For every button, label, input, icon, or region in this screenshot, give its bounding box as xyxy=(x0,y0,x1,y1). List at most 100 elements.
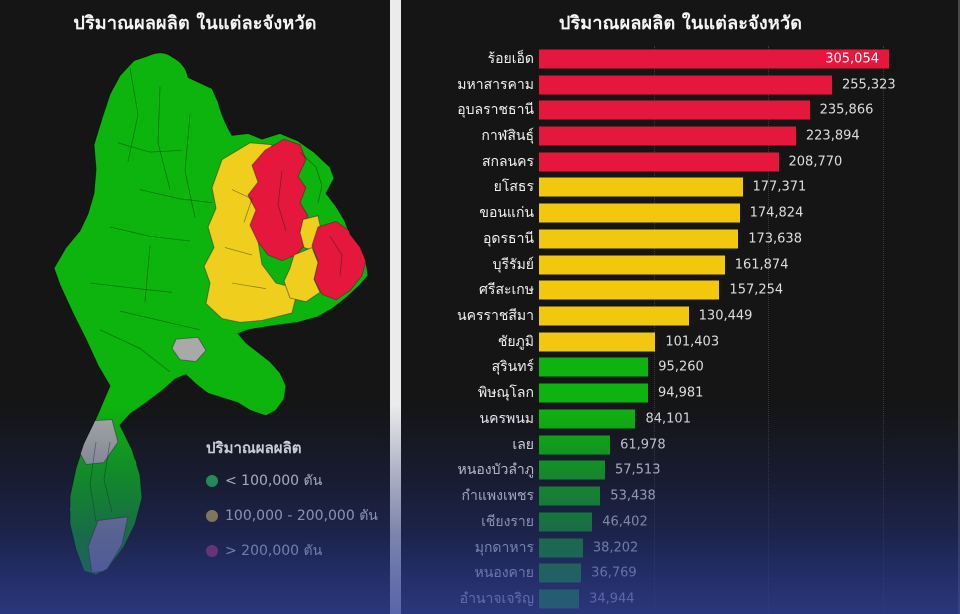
bar-row: เลย 61,978 xyxy=(401,432,960,458)
bar-value-label: 53,438 xyxy=(610,488,656,504)
bar-zone: 46,402 xyxy=(539,509,960,535)
bar-value-label: 130,449 xyxy=(698,308,753,324)
bar[interactable] xyxy=(539,563,582,583)
bar-category-label: ร้อยเอ็ด xyxy=(487,50,534,67)
bar-row: อุดรธานี 173,638 xyxy=(401,226,960,252)
legend-dot-yellow-icon xyxy=(206,510,218,522)
panel-divider xyxy=(390,0,401,614)
bar[interactable] xyxy=(539,306,689,326)
bar-value-label: 305,054 xyxy=(825,51,879,67)
bar-category-label: ศรีสะเกษ xyxy=(479,282,534,299)
bar-zone: 130,449 xyxy=(539,303,960,329)
legend-title: ปริมาณผลผลิต xyxy=(206,439,302,457)
bar-category-label: ชัยภูมิ xyxy=(497,333,534,350)
bar-zone: 255,323 xyxy=(539,72,960,98)
bar[interactable] xyxy=(539,512,593,532)
bar-value-label: 255,323 xyxy=(841,77,896,93)
province-bar-chart: ร้อยเอ็ด 305,054 มหาสารคาม 255,323 อุบลราชธา… xyxy=(401,46,960,612)
bar-chart-title: ปริมาณผลผลิต ในแต่ละจังหวัด xyxy=(558,13,803,34)
bar[interactable] xyxy=(539,435,611,455)
bar-value-label: 101,403 xyxy=(665,334,720,350)
bar-chart-panel: ปริมาณผลผลิต ในแต่ละจังหวัด ร้อยเอ็ด 305,… xyxy=(401,0,960,614)
bar-zone: 305,054 xyxy=(539,46,960,72)
bar[interactable] xyxy=(539,100,810,120)
bar-value-label: 57,513 xyxy=(614,462,661,478)
bar[interactable] xyxy=(539,255,725,275)
bar-value-label: 157,254 xyxy=(729,282,784,298)
bar-zone: 177,371 xyxy=(539,175,960,201)
bar-zone: 53,438 xyxy=(539,483,960,509)
bar-zone: 61,978 xyxy=(539,432,960,458)
bar-value-label: 46,402 xyxy=(602,514,648,530)
bar[interactable] xyxy=(539,589,580,609)
bar-zone: 173,638 xyxy=(539,226,960,252)
bar-row: หนองคาย 36,769 xyxy=(401,560,960,586)
bar[interactable] xyxy=(539,460,605,480)
bar-row: กาฬสินธุ์ 223,894 xyxy=(401,123,960,149)
bar-value-label: 177,371 xyxy=(752,179,807,195)
bar[interactable] xyxy=(539,332,656,352)
bar-category-label: บุรีรัมย์ xyxy=(492,256,534,273)
bar[interactable] xyxy=(539,152,779,172)
bar-category-label: เชียงราย xyxy=(481,513,534,530)
bar-value-label: 36,769 xyxy=(591,565,637,581)
bar-category-label: พิษณุโลก xyxy=(477,385,534,402)
bar-zone: 84,101 xyxy=(539,406,960,432)
bar-category-label: กำแพงเพชร xyxy=(461,488,534,505)
bar-category-label: หนองบัวลำภู xyxy=(457,462,534,479)
bar-category-label: มหาสารคาม xyxy=(457,76,534,93)
bar[interactable] xyxy=(539,229,739,249)
bar-value-label: 34,944 xyxy=(589,591,635,607)
bar[interactable] xyxy=(539,280,720,300)
map-region-high-east[interactable] xyxy=(311,220,367,301)
bar-zone: 174,824 xyxy=(539,200,960,226)
bar-value-label: 235,866 xyxy=(819,102,874,118)
bar-row: ขอนแก่น 174,824 xyxy=(401,200,960,226)
legend-dot-green-icon xyxy=(206,475,218,487)
bar-row: พิษณุโลก 94,981 xyxy=(401,380,960,406)
bar[interactable] xyxy=(539,75,832,95)
legend-item-low: < 100,000 ตัน xyxy=(206,470,378,492)
bar-category-label: สุรินทร์ xyxy=(491,359,534,376)
bar-value-label: 38,202 xyxy=(592,540,639,556)
legend-item-mid: 100,000 - 200,000 ตัน xyxy=(206,505,378,527)
bar-category-label: กาฬสินธุ์ xyxy=(481,128,534,145)
bar-row: นครพนม 84,101 xyxy=(401,406,960,432)
bar[interactable] xyxy=(539,538,583,558)
bar-row: มุกดาหาร 38,202 xyxy=(401,535,960,561)
bar[interactable] xyxy=(539,409,636,429)
bar-category-label: หนองคาย xyxy=(474,565,534,582)
bar[interactable] xyxy=(539,126,796,146)
bar-zone: 161,874 xyxy=(539,252,960,278)
bar-zone: 95,260 xyxy=(539,355,960,381)
bar-category-label: อุดรธานี xyxy=(483,230,534,247)
bar-zone: 34,944 xyxy=(539,586,960,612)
bar-category-label: อำนาจเจริญ xyxy=(459,590,534,607)
bar-value-label: 94,981 xyxy=(657,385,704,401)
bar[interactable] xyxy=(539,357,649,377)
bar-zone: 36,769 xyxy=(539,560,960,586)
bar-value-label: 208,770 xyxy=(788,154,843,170)
bar-zone: 57,513 xyxy=(539,458,960,484)
map-legend: ปริมาณผลผลิต < 100,000 ตัน 100,000 - 200… xyxy=(206,436,378,575)
bar-category-label: ยโสธร xyxy=(493,179,534,196)
bar[interactable] xyxy=(539,486,601,506)
bar[interactable] xyxy=(539,177,743,197)
bar[interactable] xyxy=(539,203,740,223)
bar-value-label: 84,101 xyxy=(645,411,691,427)
bar-category-label: นครพนม xyxy=(479,410,534,427)
bar[interactable] xyxy=(539,383,648,403)
map-panel-title: ปริมาณผลผลิต ในแต่ละจังหวัด xyxy=(73,13,317,34)
bar-zone: 157,254 xyxy=(539,277,960,303)
bar-row: เชียงราย 46,402 xyxy=(401,509,960,535)
bar-value-label: 95,260 xyxy=(658,359,704,375)
bar-category-label: อุบลราชธานี xyxy=(457,102,534,119)
bar-row: ศรีสะเกษ 157,254 xyxy=(401,277,960,303)
bar-zone: 101,403 xyxy=(539,329,960,355)
bar-category-label: ขอนแก่น xyxy=(479,205,534,222)
bar-row: ชัยภูมิ 101,403 xyxy=(401,329,960,355)
bar-row: ร้อยเอ็ด 305,054 xyxy=(401,46,960,72)
bar-row: ยโสธร 177,371 xyxy=(401,175,960,201)
bar-value-label: 173,638 xyxy=(748,231,802,247)
